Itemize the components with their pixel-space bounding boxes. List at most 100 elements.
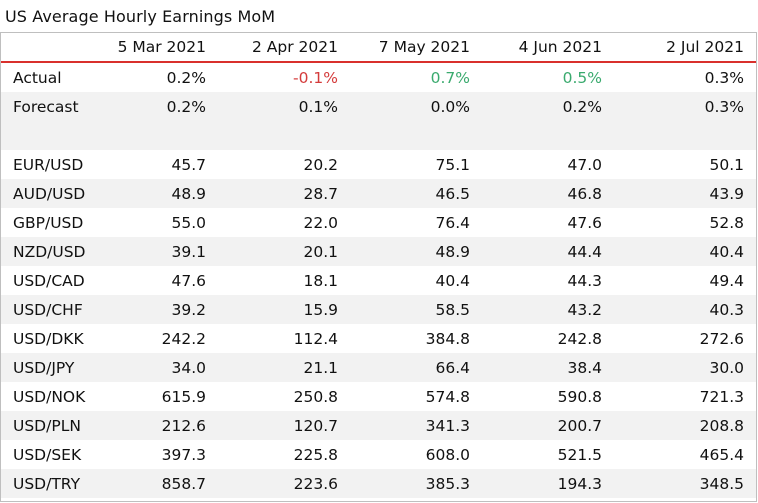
- table-cell: 48.9: [101, 179, 218, 208]
- summary-row: Forecast 0.2% 0.1% 0.0% 0.2% 0.3%: [1, 92, 756, 121]
- table-cell: 223.6: [218, 469, 350, 498]
- table-cell: 47.6: [171, 271, 206, 290]
- table-cell: 0.3%: [704, 68, 744, 87]
- column-header-date: 2 Apr 2021: [218, 33, 350, 63]
- table-cell: 66.4: [350, 353, 482, 382]
- table-cell: 58.5: [350, 295, 482, 324]
- pair-row: USD/TRY 858.7 223.6 385.3 194.3 348.5: [1, 469, 756, 498]
- currency-pair-label: USD/NOK: [13, 387, 86, 406]
- table-cell: 40.3: [614, 295, 756, 324]
- table-title: US Average Hourly Earnings MoM: [5, 7, 276, 26]
- table-cell: 0.0%: [350, 92, 482, 121]
- table-cell: 38.4: [482, 353, 614, 382]
- pair-row: USD/NOK 615.9 250.8 574.8 590.8 721.3: [1, 382, 756, 411]
- pair-row: AUD/USD 48.9 28.7 46.5 46.8 43.9: [1, 179, 756, 208]
- currency-pair-label: EUR/USD: [13, 155, 84, 174]
- currency-pair-label: USD/CAD: [13, 271, 85, 290]
- table-cell: 46.8: [482, 179, 614, 208]
- spacer-cell: [350, 121, 482, 150]
- table-cell: 34.0: [101, 353, 218, 382]
- table-cell: 45.7: [171, 155, 206, 174]
- table-cell: 0.7%: [430, 68, 470, 87]
- table-cell: 48.9: [350, 237, 482, 266]
- pair-row: EUR/USD 45.7 20.2 75.1 47.0 50.1: [1, 150, 756, 179]
- table-cell: 574.8: [425, 387, 470, 406]
- currency-pair-label: USD/SEK: [13, 445, 82, 464]
- table-cell: 44.4: [482, 237, 614, 266]
- table-cell: 75.1: [435, 155, 470, 174]
- summary-row-label: Actual: [13, 68, 62, 87]
- currency-pair-label: AUD/USD: [1, 179, 101, 208]
- currency-pair-label: USD/JPY: [1, 353, 101, 382]
- table-cell: 50.1: [709, 155, 744, 174]
- currency-pair-label: USD/DKK: [13, 329, 84, 348]
- table-cell: 385.3: [350, 469, 482, 498]
- table-cell: 200.7: [482, 411, 614, 440]
- header-row: 5 Mar 2021 2 Apr 2021 7 May 2021 4 Jun 2…: [1, 33, 756, 63]
- table-cell: 608.0: [425, 445, 470, 464]
- column-header-date: 4 Jun 2021: [482, 33, 614, 63]
- spacer-row: [1, 121, 756, 150]
- column-header-date: 5 Mar 2021: [101, 33, 218, 63]
- currency-pair-label: GBP/USD: [13, 213, 84, 232]
- table-cell: 250.8: [293, 387, 338, 406]
- table-cell: 242.8: [557, 329, 602, 348]
- table-cell: 0.2%: [482, 92, 614, 121]
- pair-row: USD/PLN 212.6 120.7 341.3 200.7 208.8: [1, 411, 756, 440]
- table-cell: 721.3: [699, 387, 744, 406]
- table-cell: 225.8: [293, 445, 338, 464]
- currency-pair-label: USD/PLN: [1, 411, 101, 440]
- table-cell: 0.3%: [614, 92, 756, 121]
- table-cell: 21.1: [218, 353, 350, 382]
- table-cell: 465.4: [699, 445, 744, 464]
- table-cell: 55.0: [171, 213, 206, 232]
- table-header: 5 Mar 2021 2 Apr 2021 7 May 2021 4 Jun 2…: [1, 33, 756, 63]
- table-cell: 272.6: [699, 329, 744, 348]
- pair-row: USD/JPY 34.0 21.1 66.4 38.4 30.0: [1, 353, 756, 382]
- table-cell: 28.7: [218, 179, 350, 208]
- table-cell: -0.1%: [293, 68, 338, 87]
- table-cell: 40.4: [435, 271, 470, 290]
- table-cell: 18.1: [303, 271, 338, 290]
- pair-row: USD/SEK 397.3 225.8 608.0 521.5 465.4: [1, 440, 756, 469]
- table-cell: 20.2: [303, 155, 338, 174]
- table-cell: 52.8: [709, 213, 744, 232]
- table-cell: 47.6: [567, 213, 602, 232]
- table-cell: 341.3: [350, 411, 482, 440]
- table-cell: 76.4: [435, 213, 470, 232]
- table-cell: 212.6: [101, 411, 218, 440]
- table-cell: 208.8: [614, 411, 756, 440]
- table-cell: 44.3: [567, 271, 602, 290]
- table-cell: 39.2: [101, 295, 218, 324]
- pair-row: USD/DKK 242.2 112.4 384.8 242.8 272.6: [1, 324, 756, 353]
- column-header-label: [1, 33, 101, 63]
- table-cell: 194.3: [482, 469, 614, 498]
- table-cell: 397.3: [161, 445, 206, 464]
- currency-pair-label: USD/CHF: [1, 295, 101, 324]
- table-cell: 40.4: [614, 237, 756, 266]
- table-cell: 0.2%: [166, 68, 206, 87]
- table-body: Actual 0.2% -0.1% 0.7% 0.5% 0.3% Forecast 0.2% 0…: [1, 62, 756, 498]
- table-cell: 384.8: [425, 329, 470, 348]
- table-cell: 49.4: [709, 271, 744, 290]
- table-cell: 348.5: [614, 469, 756, 498]
- table-cell: 39.1: [101, 237, 218, 266]
- spacer-cell: [482, 121, 614, 150]
- table-cell: 0.5%: [562, 68, 602, 87]
- column-header-date: 2 Jul 2021: [614, 33, 756, 63]
- table-cell: 43.9: [614, 179, 756, 208]
- spacer-cell: [1, 121, 101, 150]
- table-cell: 120.7: [218, 411, 350, 440]
- earnings-table-container: 5 Mar 2021 2 Apr 2021 7 May 2021 4 Jun 2…: [0, 32, 757, 502]
- pair-row: USD/CHF 39.2 15.9 58.5 43.2 40.3: [1, 295, 756, 324]
- table-cell: 590.8: [557, 387, 602, 406]
- pair-row: NZD/USD 39.1 20.1 48.9 44.4 40.4: [1, 237, 756, 266]
- table-cell: 22.0: [303, 213, 338, 232]
- table-cell: 15.9: [218, 295, 350, 324]
- table-cell: 112.4: [293, 329, 338, 348]
- pair-row: USD/CAD 47.6 18.1 40.4 44.3 49.4: [1, 266, 756, 295]
- table-cell: 521.5: [557, 445, 602, 464]
- spacer-cell: [614, 121, 756, 150]
- table-cell: 20.1: [218, 237, 350, 266]
- table-cell: 615.9: [161, 387, 206, 406]
